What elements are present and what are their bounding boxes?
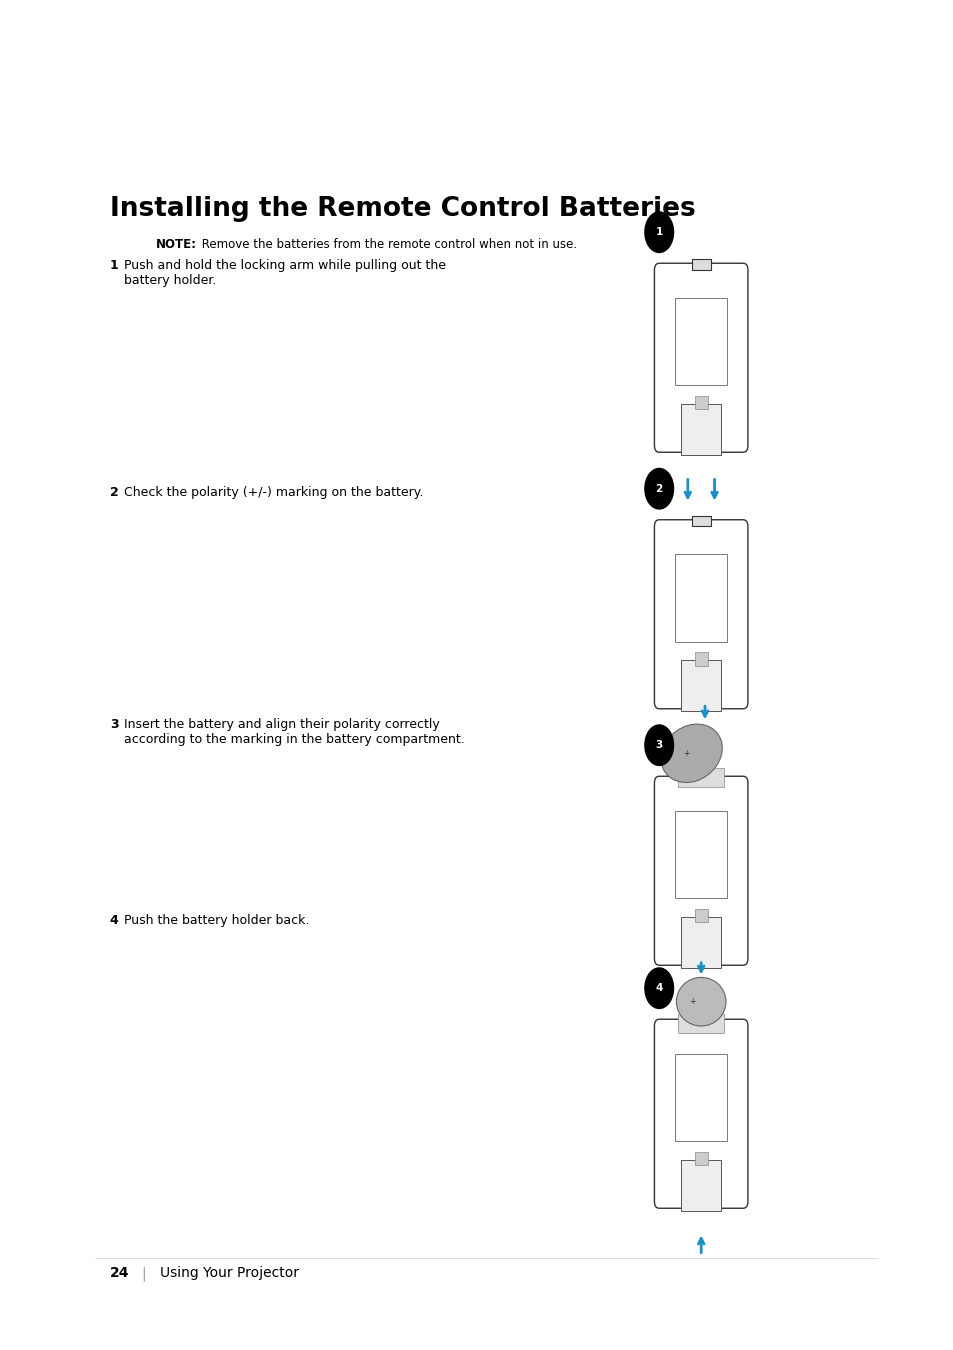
Ellipse shape <box>660 724 721 783</box>
Bar <box>674 810 726 899</box>
Bar <box>680 917 720 968</box>
Text: |: | <box>141 1266 146 1281</box>
Circle shape <box>644 725 673 765</box>
Ellipse shape <box>676 977 725 1026</box>
Text: +: + <box>682 749 688 757</box>
Text: 3: 3 <box>110 718 118 732</box>
Bar <box>694 1152 707 1165</box>
Text: 4: 4 <box>655 983 662 994</box>
Bar <box>694 909 707 922</box>
Circle shape <box>644 468 673 509</box>
FancyBboxPatch shape <box>654 1019 747 1208</box>
FancyBboxPatch shape <box>654 520 747 709</box>
Text: 2: 2 <box>110 486 118 500</box>
Text: +: + <box>689 998 695 1006</box>
Bar <box>680 660 720 711</box>
Text: Remove the batteries from the remote control when not in use.: Remove the batteries from the remote con… <box>198 239 577 251</box>
Bar <box>694 396 707 409</box>
Text: Insert the battery and align their polarity correctly
according to the marking i: Insert the battery and align their polar… <box>124 718 464 747</box>
Bar <box>680 1160 720 1211</box>
Text: Check the polarity (+/-) marking on the battery.: Check the polarity (+/-) marking on the … <box>124 486 423 500</box>
Text: 2: 2 <box>655 483 662 494</box>
Bar <box>674 298 726 386</box>
Bar <box>694 652 707 666</box>
Text: 1: 1 <box>655 227 662 238</box>
Bar <box>691 1015 710 1026</box>
Bar <box>680 404 720 455</box>
Bar <box>691 516 710 526</box>
Text: NOTE:: NOTE: <box>155 239 196 251</box>
FancyBboxPatch shape <box>654 263 747 452</box>
Text: Push the battery holder back.: Push the battery holder back. <box>124 914 309 927</box>
Bar <box>691 772 710 783</box>
Bar <box>674 1053 726 1142</box>
Text: 24: 24 <box>110 1266 129 1280</box>
Bar <box>674 554 726 641</box>
Text: 4: 4 <box>110 914 118 927</box>
Text: Using Your Projector: Using Your Projector <box>160 1266 299 1280</box>
FancyBboxPatch shape <box>654 776 747 965</box>
Bar <box>678 768 723 787</box>
Text: Installing the Remote Control Batteries: Installing the Remote Control Batteries <box>110 196 695 221</box>
Bar <box>691 259 710 270</box>
Text: Push and hold the locking arm while pulling out the
battery holder.: Push and hold the locking arm while pull… <box>124 259 446 288</box>
Circle shape <box>644 212 673 252</box>
Circle shape <box>644 968 673 1008</box>
Text: 1: 1 <box>110 259 118 273</box>
Text: 3: 3 <box>655 740 662 751</box>
Bar <box>678 1014 723 1033</box>
